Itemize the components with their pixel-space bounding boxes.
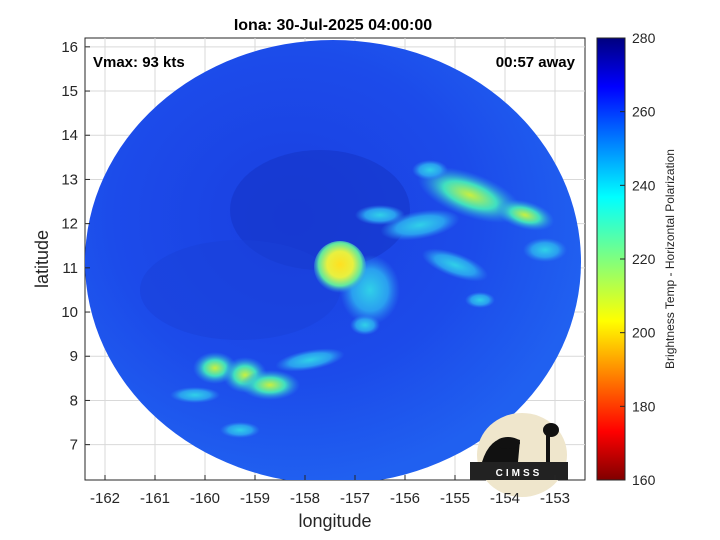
vmax-annotation: Vmax: 93 kts xyxy=(93,54,185,71)
x-tick-label: -157 xyxy=(340,490,370,507)
y-axis-label: latitude xyxy=(32,230,52,288)
time-away-annotation: 00:57 away xyxy=(496,54,576,71)
colorbar-tick-label: 200 xyxy=(632,325,656,341)
colorbar-tick-label: 260 xyxy=(632,104,656,120)
colorbar-tick-label: 280 xyxy=(632,30,656,46)
y-tick-label: 11 xyxy=(62,260,78,277)
x-tick-label: -154 xyxy=(490,490,520,507)
x-axis-ticks: -162 -161 -160 -159 -158 -157 -156 -155 -154 -153 xyxy=(90,475,570,507)
colorbar-tick-label: 160 xyxy=(632,472,656,488)
colorbar-ticks: 160 180 200 220 240 260 280 xyxy=(620,30,656,488)
cimss-logo: CIMSS xyxy=(470,413,568,497)
colorbar-tick-label: 180 xyxy=(632,398,656,414)
x-tick-label: -159 xyxy=(240,490,270,507)
colorbar-tick-label: 220 xyxy=(632,251,656,267)
colorbar-label: Brightness Temp - Horizontal Polarizatio… xyxy=(663,149,677,369)
x-tick-label: -162 xyxy=(90,490,120,507)
y-tick-label: 15 xyxy=(61,83,78,100)
y-tick-label: 16 xyxy=(61,39,78,56)
chart-title: Iona: 30-Jul-2025 04:00:00 xyxy=(234,17,432,34)
y-tick-label: 13 xyxy=(61,171,78,188)
y-tick-label: 7 xyxy=(70,437,78,454)
x-tick-label: -153 xyxy=(540,490,570,507)
storm-eye xyxy=(314,241,366,293)
y-tick-label: 14 xyxy=(61,127,78,144)
y-axis-ticks: 7 8 9 10 11 12 13 14 15 16 xyxy=(61,39,90,454)
x-axis-label: longitude xyxy=(298,511,371,531)
x-tick-label: -158 xyxy=(290,490,320,507)
x-tick-label: -156 xyxy=(390,490,420,507)
colorbar-tick-label: 240 xyxy=(632,177,656,193)
y-tick-label: 9 xyxy=(70,348,78,365)
y-tick-label: 10 xyxy=(61,304,78,321)
svg-text:CIMSS: CIMSS xyxy=(496,468,543,479)
y-tick-label: 8 xyxy=(70,392,78,409)
x-tick-label: -161 xyxy=(140,490,170,507)
x-tick-label: -160 xyxy=(190,490,220,507)
x-tick-label: -155 xyxy=(440,490,470,507)
y-tick-label: 12 xyxy=(61,216,78,233)
swath-field xyxy=(85,40,581,480)
